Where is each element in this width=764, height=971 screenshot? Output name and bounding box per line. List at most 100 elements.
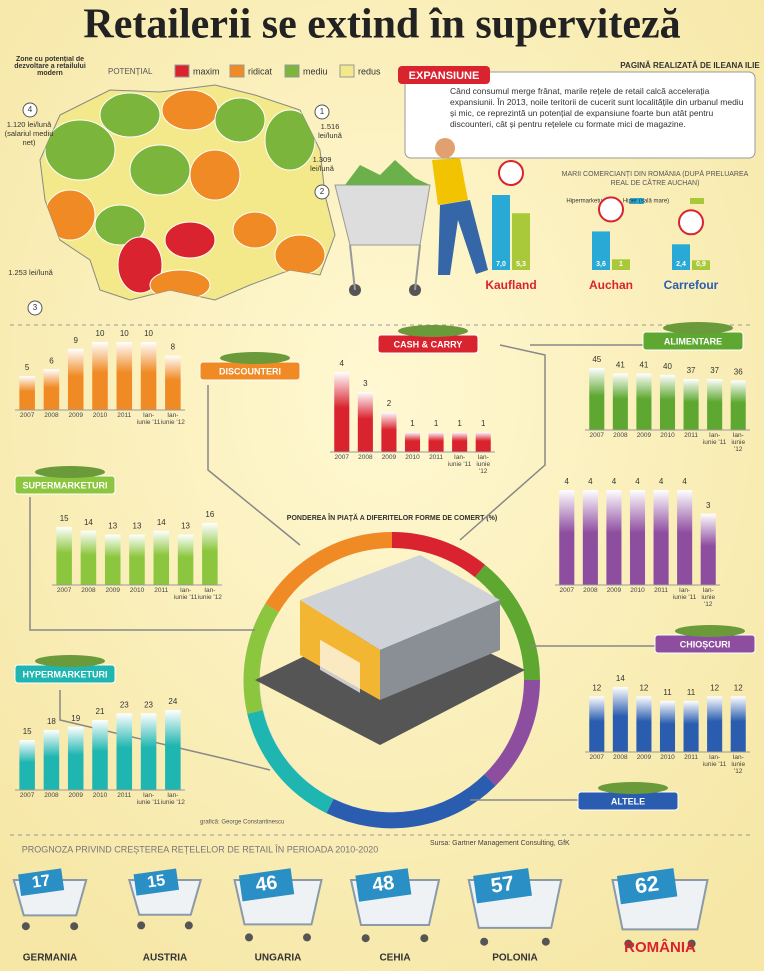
marker-label: 1.120 lei/lună (salariul mediu net) — [4, 120, 54, 147]
bar — [730, 380, 746, 430]
value-label: 0,9 — [696, 261, 706, 268]
value-label: 4 — [588, 477, 593, 486]
cart-wheel — [420, 934, 429, 943]
chart-title: CHIOȘCURI — [680, 639, 731, 649]
x-tick-label-box: 2010 — [660, 432, 674, 439]
x-tick-label-box: Ian-iunie '11 — [703, 432, 727, 446]
x-tick-label-box: Ian-iunie '12 — [731, 432, 745, 453]
x-tick-label: UNGARIA — [255, 953, 302, 964]
x-tick-label-box: Ian-iunie '12 — [701, 587, 716, 608]
bar — [43, 730, 60, 790]
value-label: 12 — [639, 683, 648, 692]
bar — [92, 342, 108, 410]
value-label: 45 — [592, 355, 601, 364]
value-label: 14 — [157, 518, 166, 527]
legend-label: Hiper (sală mare) — [623, 199, 669, 205]
value-tag — [18, 868, 65, 897]
chart-title: HYPERMARKETURI — [22, 669, 107, 679]
value-label: 13 — [133, 522, 142, 531]
x-tick-label: Ian-iunie '12 — [701, 587, 716, 608]
marker-label: 1.516 lei/lună — [318, 122, 342, 140]
x-tick-label-box: 2011 — [654, 587, 668, 594]
bar — [700, 513, 716, 585]
value-label: 4 — [565, 477, 570, 486]
x-tick-label: 2007 — [589, 754, 605, 761]
x-tick-label-box: 2010 — [660, 754, 674, 761]
value-label: 15 — [60, 514, 69, 523]
value-label: 21 — [96, 707, 105, 716]
bar — [559, 490, 575, 585]
value-label: 13 — [108, 522, 117, 531]
x-tick-label: Carrefour — [664, 278, 719, 292]
value-label: 11 — [663, 688, 672, 697]
x-tick-label: 2007 — [56, 587, 72, 594]
x-tick-label: Ian-iunie '12 — [476, 454, 491, 475]
bar — [140, 342, 157, 410]
bar — [612, 687, 628, 752]
x-tick-label: 2009 — [68, 412, 83, 419]
value-label: 2,4 — [676, 261, 686, 268]
expansion-tab — [398, 66, 490, 84]
bar — [512, 213, 530, 270]
value-label: 17 — [31, 871, 51, 891]
x-tick-label-box: 2009 — [381, 454, 397, 461]
x-tick-label-box: 2009 — [105, 587, 119, 594]
credit: PAGINĂ REALIZATĂ DE ILEANA ILIE — [620, 61, 760, 70]
bar — [357, 392, 373, 452]
center-caption: PONDEREA ÎN PIAȚĂ A DIFERITELOR FORME DE… — [287, 513, 497, 522]
expansion-text-box: Când consumul merge frânat, marile rețel… — [450, 86, 743, 129]
value-label: 9 — [73, 336, 78, 345]
x-tick-label: 2010 — [92, 792, 108, 799]
marker-id: 2 — [320, 187, 325, 196]
value-label: 6 — [49, 356, 54, 365]
x-tick-label-box: 2008 — [44, 412, 58, 419]
legend-swatch — [284, 64, 300, 78]
banner-veggies — [35, 466, 105, 478]
x-tick-label: Auchan — [589, 278, 633, 292]
bar — [153, 530, 170, 585]
x-tick-label: 2009 — [381, 454, 397, 461]
banner-veggies — [220, 352, 290, 364]
cart-wheel — [21, 922, 30, 931]
value-label: 11 — [687, 688, 696, 697]
bar — [428, 432, 444, 452]
x-tick-label-box: 2011 — [154, 587, 169, 594]
leader-lines — [29, 344, 655, 801]
bar — [67, 726, 84, 790]
x-tick-label: Ian-iunie '11 — [702, 754, 727, 768]
cart: 48 — [349, 868, 441, 943]
value-label: 46 — [254, 872, 279, 897]
x-tick-label: 2010 — [92, 412, 108, 419]
value-label: 4 — [340, 359, 345, 368]
bar — [334, 372, 350, 452]
bar — [672, 244, 690, 270]
x-tick-label-box: 2009 — [637, 432, 651, 439]
x-tick-label: 2011 — [154, 587, 169, 594]
x-tick-label-box: 2007 — [335, 454, 349, 461]
x-tick-label: Ian-iunie '11 — [447, 454, 472, 468]
marker-label-box: 1.253 lei/lună — [8, 268, 53, 277]
bar — [381, 412, 397, 452]
marker-label: 1.309 lei/lună — [310, 155, 334, 173]
marker-label: 1.253 lei/lună — [8, 268, 53, 277]
cart-wheel — [541, 937, 550, 946]
bar — [707, 379, 723, 430]
bar — [683, 379, 699, 430]
value-label: 4 — [682, 477, 687, 486]
x-tick-label: 2010 — [405, 454, 420, 461]
x-tick-label: 2011 — [117, 792, 132, 799]
expansion-box — [404, 71, 756, 159]
value-label: 10 — [96, 329, 105, 338]
main-title: Retailerii se extind în superviteză — [83, 2, 680, 48]
banner-veggies — [35, 655, 105, 667]
chart-title-box: MARII COMERCIANȚI DIN ROMÂNIA (DUPĂ PREL… — [562, 171, 749, 187]
legend-swatch — [174, 64, 190, 78]
bar — [659, 374, 676, 430]
value-label: 62 — [634, 871, 661, 898]
x-tick-label-box: 2011 — [429, 454, 443, 461]
value-tag — [616, 868, 678, 905]
x-tick-label-box: Ian-iunie '12 — [198, 587, 222, 601]
cart: 62 — [611, 868, 709, 948]
x-tick-label: CEHIA — [379, 953, 410, 964]
x-tick-label: 2007 — [19, 792, 35, 799]
